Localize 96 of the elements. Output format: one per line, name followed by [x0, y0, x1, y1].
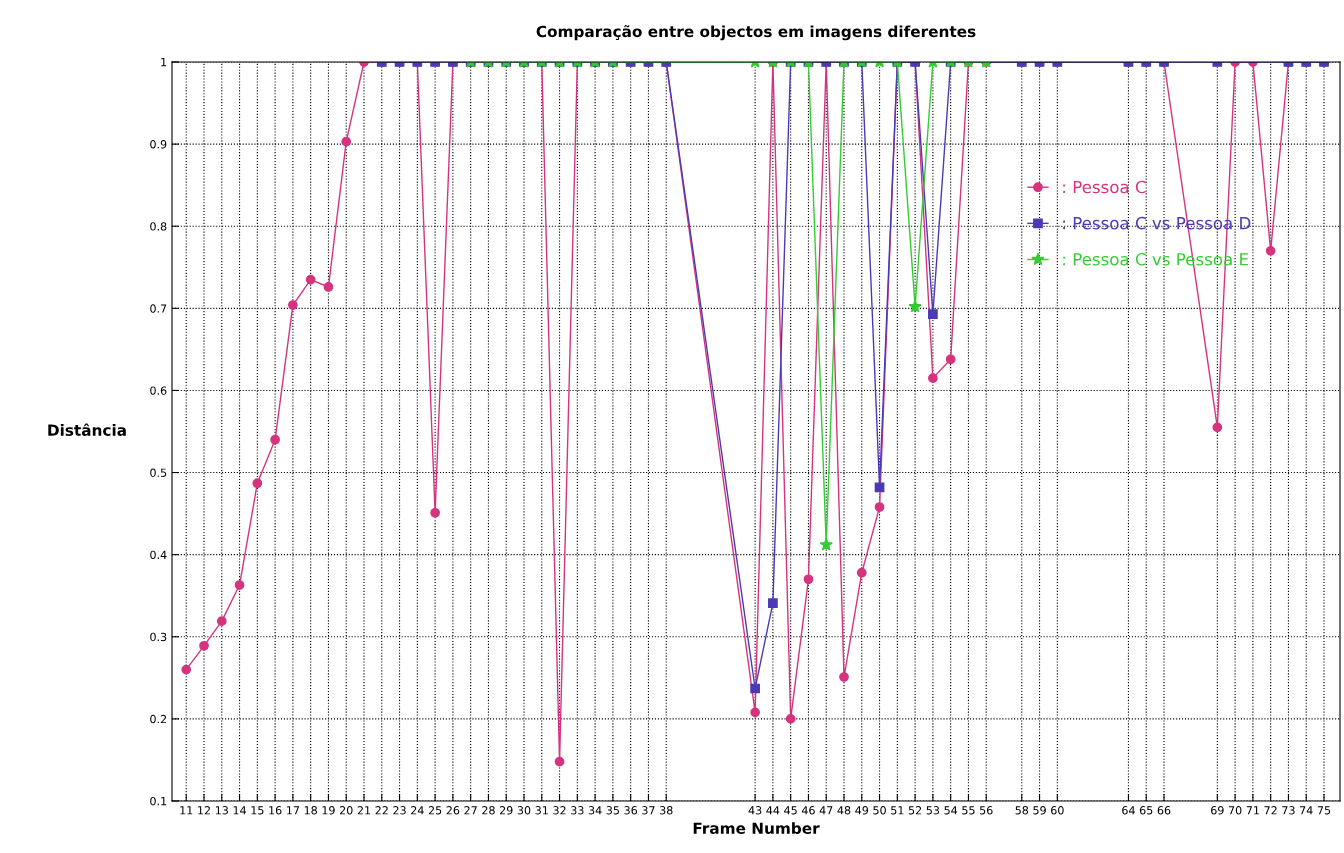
point — [874, 482, 885, 493]
x-tick-label: 69 — [1211, 806, 1224, 815]
x-tick-label: 36 — [624, 806, 638, 815]
x-tick-label: 56 — [980, 806, 993, 815]
point — [270, 434, 280, 445]
x-tick-label: 48 — [837, 806, 851, 815]
x-tick-label: 13 — [215, 806, 228, 815]
chart-title: Comparação entre objectos em imagens diferentes — [536, 25, 976, 41]
y-tick-label: 0.2 — [150, 714, 167, 724]
y-tick-label: 0.3 — [150, 632, 167, 642]
x-tick-label: 34 — [588, 806, 602, 815]
point — [768, 598, 778, 608]
x-tick-label: 26 — [446, 806, 460, 815]
x-tick-label: 19 — [322, 806, 335, 815]
x-tick-label: 60 — [1051, 806, 1064, 815]
x-tick-label: 15 — [251, 806, 264, 815]
x-tick-label: 43 — [748, 806, 762, 815]
x-tick-label: 59 — [1033, 806, 1046, 815]
y-tick-label: 0.1 — [150, 796, 167, 806]
x-tick-label: 45 — [784, 806, 797, 815]
x-axis-title: Frame Number — [693, 822, 820, 834]
point — [216, 616, 227, 627]
x-tick-label: 11 — [180, 806, 193, 815]
x-tick-label: 38 — [660, 806, 673, 815]
x-tick-label: 66 — [1157, 806, 1171, 815]
x-tick-label: 54 — [944, 806, 958, 815]
point — [234, 580, 245, 590]
y-tick-label: 0.9 — [150, 140, 167, 149]
y-tick-label: 0.7 — [150, 304, 167, 313]
point — [803, 574, 814, 585]
point — [819, 537, 833, 551]
x-tick-label: 23 — [393, 806, 406, 815]
point — [928, 309, 938, 319]
point — [430, 507, 440, 518]
x-tick-label: 29 — [499, 806, 513, 815]
y-tick-label: 1 — [161, 58, 167, 67]
point — [908, 299, 922, 313]
x-tick-label: 14 — [233, 806, 246, 815]
x-tick-label: 51 — [891, 806, 904, 815]
point — [199, 640, 209, 651]
x-tick-label: 65 — [1139, 806, 1153, 815]
y-tick-label: 0.8 — [150, 222, 167, 231]
x-tick-label: 32 — [553, 806, 566, 815]
x-tick-label: 18 — [304, 806, 317, 815]
x-tick-label: 71 — [1246, 806, 1259, 815]
point — [928, 373, 938, 383]
x-tick-label: 70 — [1228, 806, 1242, 815]
x-tick-label: 74 — [1300, 806, 1313, 815]
x-tick-label: 17 — [287, 806, 300, 815]
point — [839, 672, 849, 682]
legend-label: : Pessoa C — [1063, 180, 1146, 194]
y-axis-title: Distância — [48, 423, 126, 436]
point — [252, 478, 263, 489]
x-tick-label: 44 — [766, 806, 780, 815]
point — [856, 567, 867, 578]
x-tick-label: 31 — [535, 806, 548, 815]
y-tick-label: 0.4 — [150, 550, 167, 560]
point — [1265, 245, 1276, 256]
point — [323, 282, 334, 292]
x-tick-label: 53 — [926, 806, 940, 815]
x-tick-label: 35 — [606, 806, 619, 815]
y-tick-label: 0.5 — [150, 468, 167, 477]
x-tick-label: 75 — [1317, 806, 1331, 815]
point — [785, 714, 796, 724]
x-tick-label: 27 — [464, 806, 477, 815]
x-tick-label: 55 — [962, 806, 975, 815]
x-tick-label: 47 — [819, 806, 833, 815]
x-tick-label: 20 — [339, 806, 353, 815]
x-tick-label: 58 — [1015, 806, 1029, 815]
point — [181, 664, 192, 675]
x-tick-label: 46 — [801, 806, 815, 815]
x-tick-label: 72 — [1264, 806, 1277, 815]
x-tick-label: 21 — [357, 806, 371, 815]
x-tick-label: 30 — [517, 806, 531, 815]
x-tick-label: 37 — [642, 806, 655, 815]
x-tick-label: 28 — [482, 806, 495, 815]
point — [288, 300, 298, 310]
x-tick-label: 33 — [571, 806, 584, 815]
x-tick-label: 24 — [411, 806, 424, 815]
x-tick-label: 52 — [908, 806, 922, 815]
point — [305, 274, 316, 285]
y-tick-label: 0.6 — [150, 386, 167, 395]
point — [1212, 422, 1223, 433]
x-tick-label: 22 — [375, 806, 388, 815]
x-tick-label: 12 — [198, 806, 210, 815]
x-tick-label: 16 — [269, 806, 282, 815]
x-tick-label: 64 — [1122, 806, 1135, 815]
point — [874, 502, 885, 512]
point — [750, 707, 760, 718]
x-tick-label: 49 — [855, 806, 869, 815]
x-tick-label: 50 — [873, 806, 886, 815]
point — [554, 756, 565, 767]
x-tick-label: 25 — [428, 806, 442, 815]
point — [750, 683, 760, 694]
x-tick-label: 73 — [1282, 806, 1295, 815]
point — [945, 354, 956, 365]
